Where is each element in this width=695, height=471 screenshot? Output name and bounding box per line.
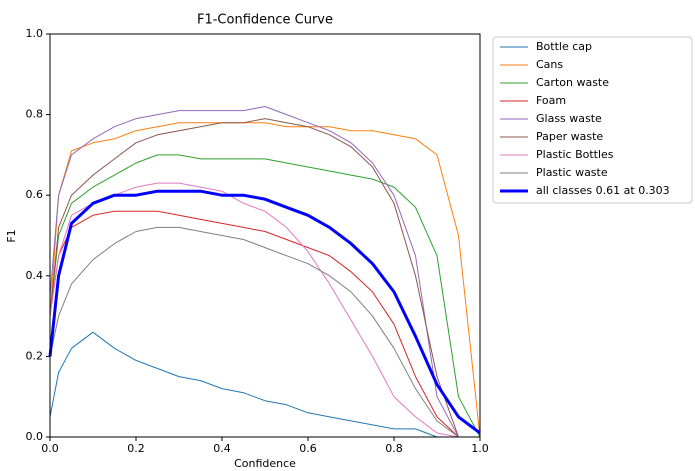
y-tick-label: 0.2 (26, 349, 44, 362)
x-tick-label: 0.4 (213, 442, 231, 455)
legend-label: Foam (536, 94, 566, 107)
x-tick-label: 0.2 (127, 442, 145, 455)
series-line (50, 183, 480, 437)
legend-label: Paper waste (536, 130, 603, 143)
y-tick-label: 0.8 (26, 108, 44, 121)
x-axis-label: Confidence (234, 457, 296, 470)
y-tick-label: 1.0 (26, 27, 44, 40)
y-tick-label: 0.4 (26, 269, 44, 282)
legend-label: Plastic waste (536, 166, 608, 179)
series-line (50, 155, 480, 437)
series-line (50, 107, 480, 438)
legend-label: Cans (536, 58, 563, 71)
y-axis-label: F1 (5, 229, 18, 242)
y-tick-label: 0.0 (26, 430, 44, 443)
x-tick-label: 0.6 (299, 442, 317, 455)
series-line (50, 123, 480, 437)
legend-label: all classes 0.61 at 0.303 (536, 184, 670, 197)
x-tick-label: 0.0 (41, 442, 59, 455)
chart-title: F1-Confidence Curve (197, 13, 333, 28)
legend-label: Glass waste (536, 112, 602, 125)
x-tick-label: 0.8 (385, 442, 403, 455)
legend-label: Plastic Bottles (536, 148, 614, 161)
legend-label: Carton waste (536, 76, 609, 89)
series-line (50, 191, 480, 433)
y-tick-label: 0.6 (26, 188, 44, 201)
series-line (50, 211, 480, 437)
series-line (50, 332, 480, 437)
x-tick-label: 1.0 (471, 442, 489, 455)
chart: F1-Confidence Curve Confidence F1 0.0 0.2… (0, 0, 695, 471)
legend-label: Bottle cap (536, 40, 592, 53)
